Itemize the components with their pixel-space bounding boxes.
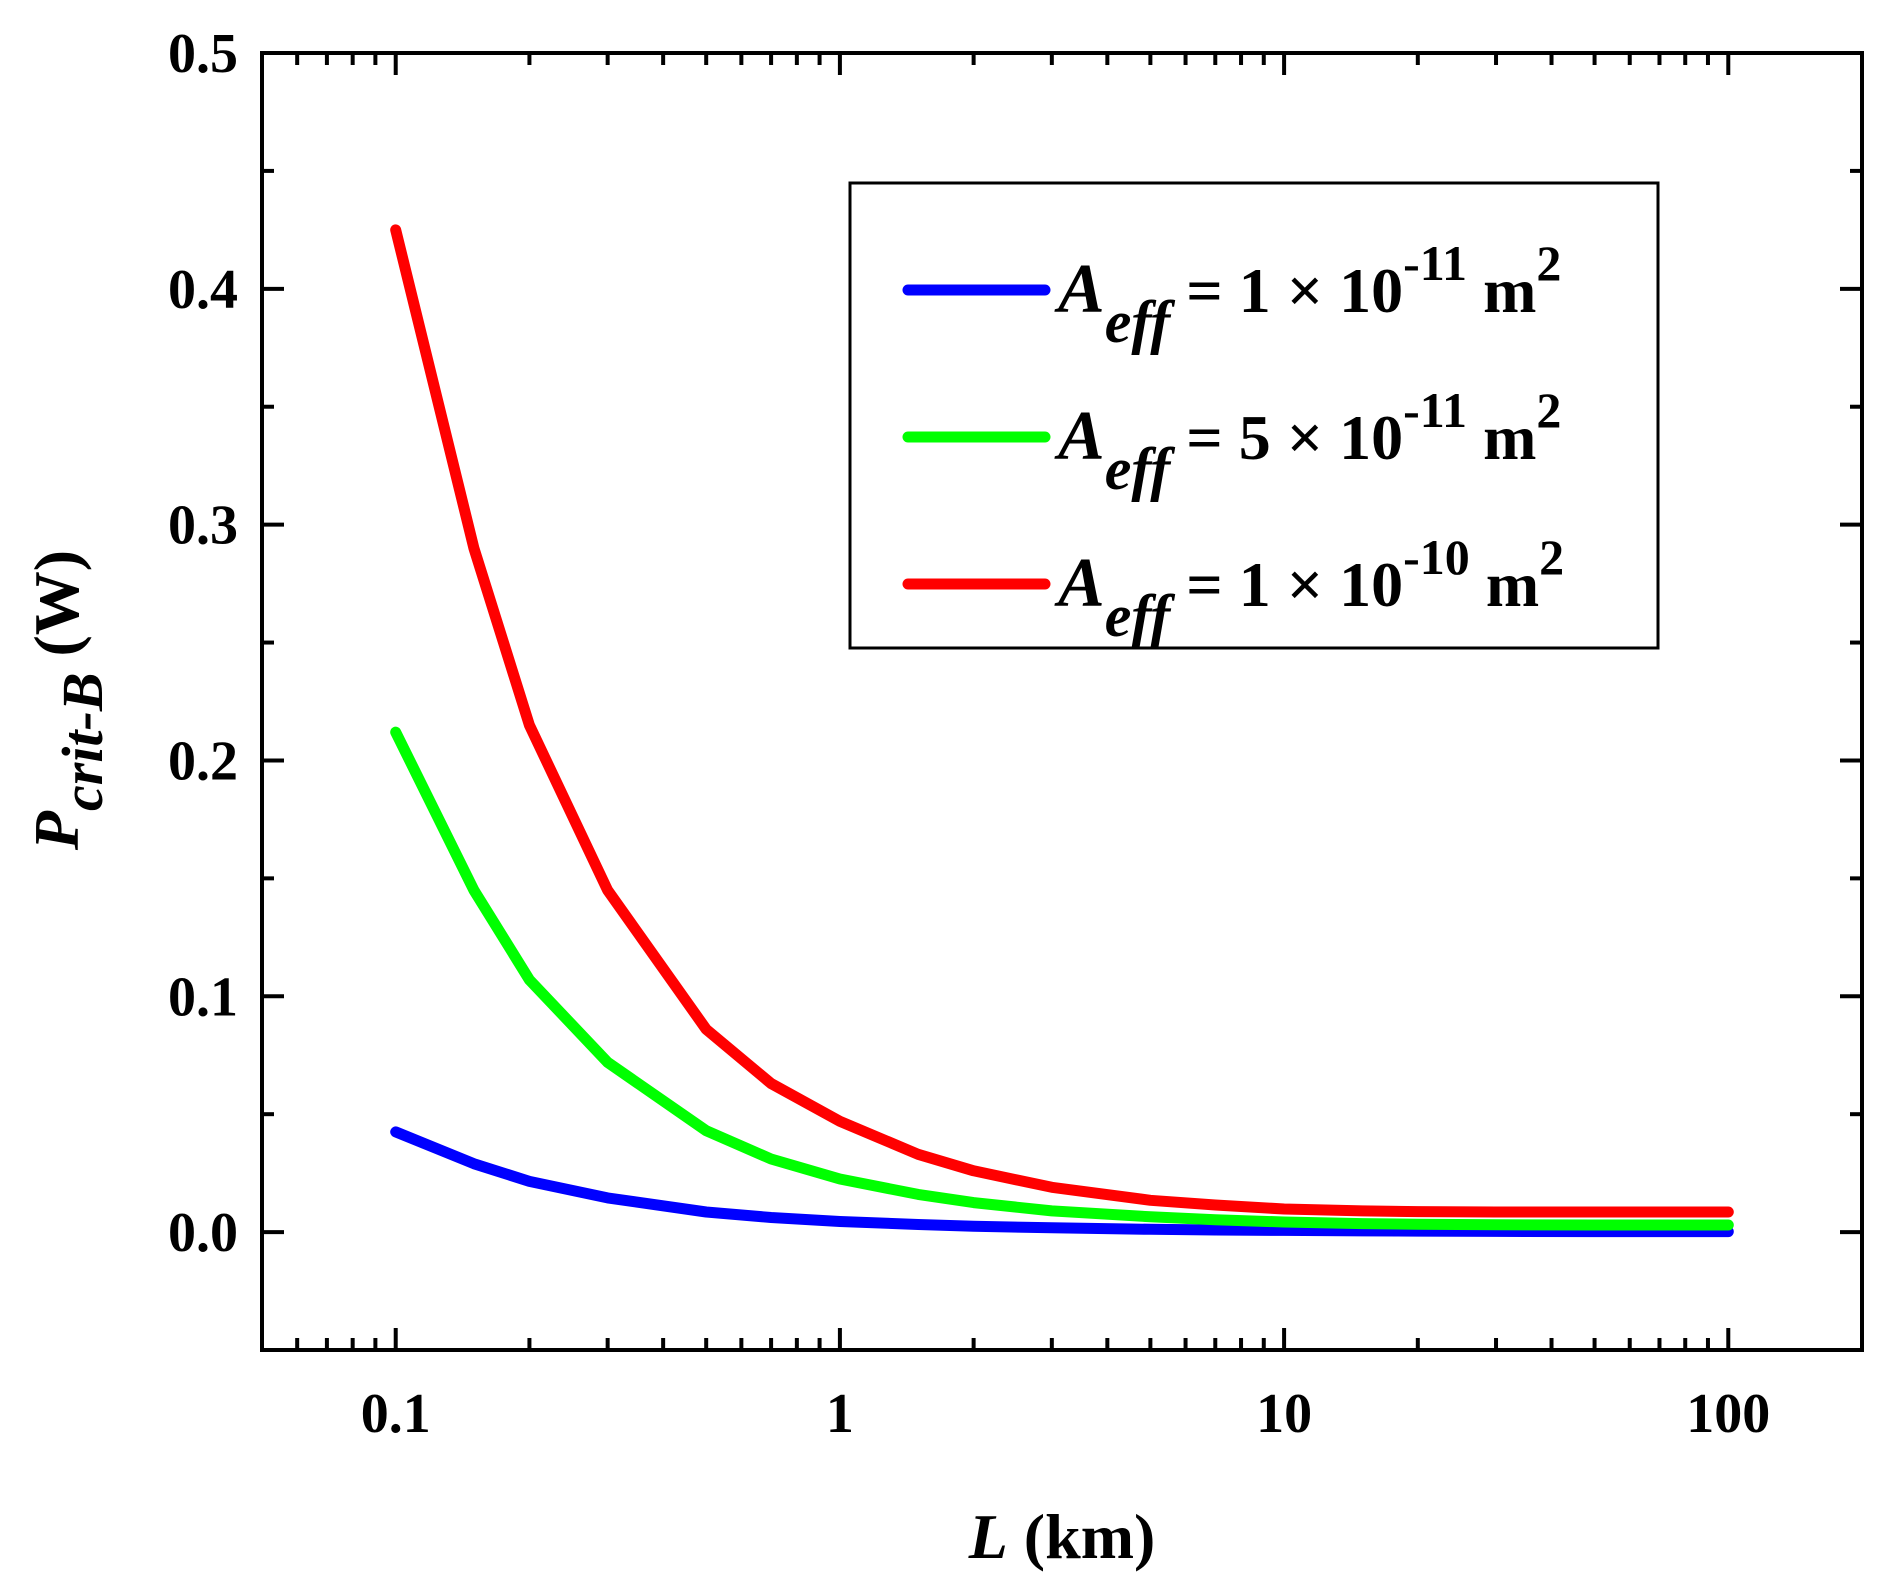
series-layer	[390, 224, 1734, 1238]
legend-label: Aeff = 1 × 10-11 m2	[1054, 235, 1561, 355]
axes-layer: 0.0 0.1 0.2 0.3 0.4 0.5 0.1 1 10 100	[168, 23, 1864, 1445]
y-tick-label: 0.0	[168, 1202, 238, 1264]
legend-label-coef: = 5 × 10	[1170, 402, 1403, 473]
legend-label-exp: -11	[1403, 382, 1467, 438]
series-line	[390, 224, 1734, 1218]
y-axis-title-var: P	[21, 810, 92, 851]
legend-label-var: A	[1054, 251, 1105, 328]
legend-label: Aeff = 5 × 10-11 m2	[1054, 382, 1561, 502]
x-axis-title: L (km)	[968, 1501, 1156, 1572]
y-axis-title: Pcrit-B (W)	[21, 550, 115, 851]
plot-frame	[260, 51, 1864, 1352]
x-tick-label: 10	[1256, 1383, 1312, 1445]
x-tick-label: 0.1	[361, 1383, 431, 1445]
y-tick-label: 0.3	[168, 495, 238, 557]
series-line	[390, 1126, 1734, 1238]
legend-label-exp: -11	[1403, 235, 1467, 291]
x-axis-title-var: L	[968, 1501, 1008, 1572]
y-axis-title-unit: (W)	[21, 550, 92, 673]
legend-label-exp: -10	[1403, 529, 1470, 585]
legend-label-unit-exp: 2	[1539, 529, 1564, 585]
legend-label-unit-exp: 2	[1536, 382, 1561, 438]
y-tick-label: 0.2	[168, 730, 238, 792]
x-tick-label: 1	[826, 1383, 854, 1445]
legend-box	[848, 181, 1660, 650]
y-tick-label: 0.1	[168, 966, 238, 1028]
legend-label-unit: m	[1467, 402, 1536, 473]
legend-label-sub: eff	[1105, 583, 1176, 649]
legend-label-var: A	[1054, 398, 1105, 475]
y-axis-title-sub: crit-B	[50, 672, 115, 811]
legend-label: Aeff = 1 × 10-10 m2	[1054, 529, 1564, 649]
legend-label-sub: eff	[1105, 289, 1176, 355]
y-tick-label: 0.4	[168, 259, 238, 321]
legend-label-unit: m	[1470, 549, 1539, 620]
axis-titles: L (km) Pcrit-B (W)	[21, 550, 1155, 1572]
legend-label-coef: = 1 × 10	[1170, 549, 1403, 620]
series-line	[390, 726, 1734, 1231]
legend-label-unit-exp: 2	[1536, 235, 1561, 291]
legend-label-sub: eff	[1105, 436, 1176, 502]
legend-label-var: A	[1054, 545, 1105, 622]
y-tick-label: 0.5	[168, 23, 238, 85]
x-tick-label: 100	[1686, 1383, 1770, 1445]
legend-label-coef: = 1 × 10	[1170, 255, 1403, 326]
x-axis-title-unit: (km)	[1008, 1501, 1156, 1572]
legend-label-unit: m	[1467, 255, 1536, 326]
